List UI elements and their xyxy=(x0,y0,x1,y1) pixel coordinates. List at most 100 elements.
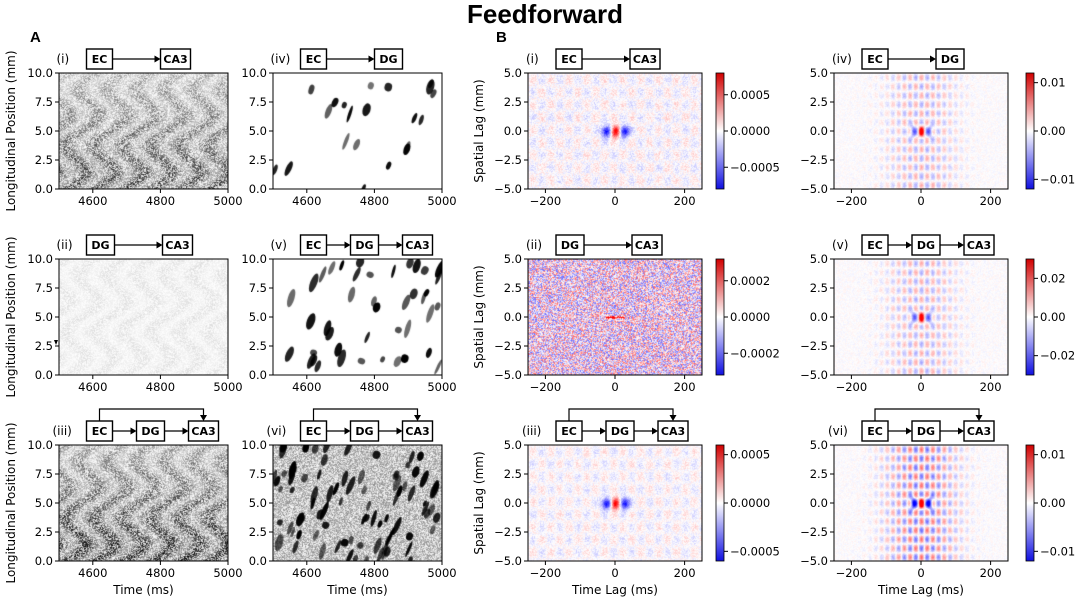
y-tick-label: −2.5 xyxy=(494,339,522,353)
colorbar-tick-label: −0.0002 xyxy=(730,346,780,360)
panel-roman-b-ii: (ii) xyxy=(526,238,542,252)
arrow-head xyxy=(182,427,189,435)
heatmap-image-a-ii xyxy=(59,259,228,375)
arrow-head xyxy=(344,241,351,249)
node-label-ca3: CA3 xyxy=(163,53,187,66)
node-label-dg: DG xyxy=(941,53,959,66)
arrow-head xyxy=(958,427,964,435)
heatmap-image-a-v xyxy=(273,259,442,375)
y-tick-label: 2.5 xyxy=(504,95,522,109)
panel-a-label: A xyxy=(30,29,41,46)
node-label-dg: DG xyxy=(379,53,397,66)
y-tick-label: 2.5 xyxy=(810,281,828,295)
colorbar-tick-label: −0.0005 xyxy=(730,160,780,174)
bypass-arrow xyxy=(874,408,980,421)
y-tick-label: −5.0 xyxy=(800,554,828,568)
y-tick-label: 5.0 xyxy=(249,124,267,138)
y-tick-label: 0.0 xyxy=(810,310,828,324)
y-tick-label: 2.5 xyxy=(249,153,267,167)
x-tick-label: 4800 xyxy=(146,566,175,580)
x-tick-label: 5000 xyxy=(213,380,242,394)
x-tick-label: 4800 xyxy=(146,380,175,394)
colorbar-tick-label: 0.00 xyxy=(1040,310,1066,324)
colorbar-tick-label: −0.02 xyxy=(1040,349,1075,363)
y-tick-label: 7.5 xyxy=(249,467,267,481)
colorbar xyxy=(1025,72,1035,190)
heatmap-image-a-iv xyxy=(273,73,442,189)
panel-roman-a-iv: (iv) xyxy=(271,52,291,66)
arrow-head xyxy=(906,427,912,435)
node-label-ec: EC xyxy=(306,239,322,252)
panel-roman-b-vi: (vi) xyxy=(828,424,848,438)
node-box-dg xyxy=(373,48,404,70)
node-box-ca3 xyxy=(161,234,194,256)
colorbar xyxy=(1025,258,1035,376)
axis-marker xyxy=(54,340,58,345)
x-tick-label: 4600 xyxy=(78,194,107,208)
y-tick-label: 7.5 xyxy=(249,95,267,109)
x-tick-label: 200 xyxy=(674,380,696,394)
arrow-head xyxy=(368,55,375,63)
y-tick-label: 5.0 xyxy=(810,252,828,266)
y-tick-label: 5.0 xyxy=(504,252,522,266)
x-tick-label: 200 xyxy=(980,194,1002,208)
x-tick-label: 5000 xyxy=(213,194,242,208)
node-label-dg: DG xyxy=(917,239,935,252)
panel-roman-a-ii: (ii) xyxy=(57,238,73,252)
node-label-ca3: CA3 xyxy=(405,425,429,438)
heatmap-image-b-ii xyxy=(528,259,702,375)
bypass-arrow xyxy=(98,408,205,421)
y-tick-label: −5.0 xyxy=(800,368,828,382)
y-tick-label: −5.0 xyxy=(494,554,522,568)
x-tick-label: 5000 xyxy=(427,566,456,580)
y-tick-label: 10.0 xyxy=(241,66,267,80)
node-label-ca3: CA3 xyxy=(967,239,991,252)
colorbar-tick-label: −0.0005 xyxy=(730,544,780,558)
heatmap-image-b-iii xyxy=(528,445,702,561)
figure-title: Feedforward xyxy=(467,0,623,29)
x-tick-label: 4600 xyxy=(78,380,107,394)
y-tick-label: 2.5 xyxy=(504,467,522,481)
y-tick-label: 0.0 xyxy=(249,554,267,568)
x-tick-label: −200 xyxy=(530,194,562,208)
node-box-dg xyxy=(935,48,965,70)
node-label-ca3: CA3 xyxy=(165,239,189,252)
node-label-ca3: CA3 xyxy=(661,425,685,438)
arrow-head xyxy=(906,241,912,249)
colorbar-tick-label: 0.0005 xyxy=(730,88,770,102)
x-tick-label: −200 xyxy=(836,566,868,580)
y-tick-label: 10.0 xyxy=(27,252,53,266)
y-tick-label: −5.0 xyxy=(800,182,828,196)
colorbar-tick-label: 0.01 xyxy=(1040,76,1066,90)
y-tick-label: −2.5 xyxy=(494,153,522,167)
colorbar-tick-label: 0.0005 xyxy=(730,448,770,462)
x-tick-label: 5000 xyxy=(427,380,456,394)
y-tick-label: 2.5 xyxy=(504,281,522,295)
y-tick-label: 7.5 xyxy=(35,95,53,109)
x-tick-label: 4800 xyxy=(360,194,389,208)
arrow-head xyxy=(344,427,351,435)
arrow-head xyxy=(414,415,421,421)
x-axis-label: Time (ms) xyxy=(112,583,174,597)
y-axis-label: Longitudinal Position (mm) xyxy=(4,236,18,397)
colorbar-tick-label: 0.01 xyxy=(1040,448,1066,462)
y-tick-label: −2.5 xyxy=(494,525,522,539)
y-tick-label: 10.0 xyxy=(27,438,53,452)
x-axis-label: Time Lag (ms) xyxy=(571,583,658,597)
arrow-head xyxy=(975,415,983,421)
node-box-ca3 xyxy=(631,234,663,256)
y-axis-label: Longitudinal Position (mm) xyxy=(4,422,18,583)
node-label-ca3: CA3 xyxy=(191,425,215,438)
panel-roman-b-iii: (iii) xyxy=(522,424,541,438)
x-tick-label: 200 xyxy=(674,194,696,208)
x-tick-label: 4600 xyxy=(292,194,321,208)
arrow-head xyxy=(396,241,403,249)
node-label-dg: DG xyxy=(561,239,579,252)
node-box-ca3 xyxy=(159,48,192,70)
x-tick-label: −200 xyxy=(530,380,562,394)
arrow-head xyxy=(624,55,630,63)
heatmap-image-b-i xyxy=(528,73,702,189)
panel-roman-a-i: (i) xyxy=(57,52,70,66)
node-label-ec: EC xyxy=(92,53,108,66)
heatmap-image-b-vi xyxy=(834,445,1008,561)
